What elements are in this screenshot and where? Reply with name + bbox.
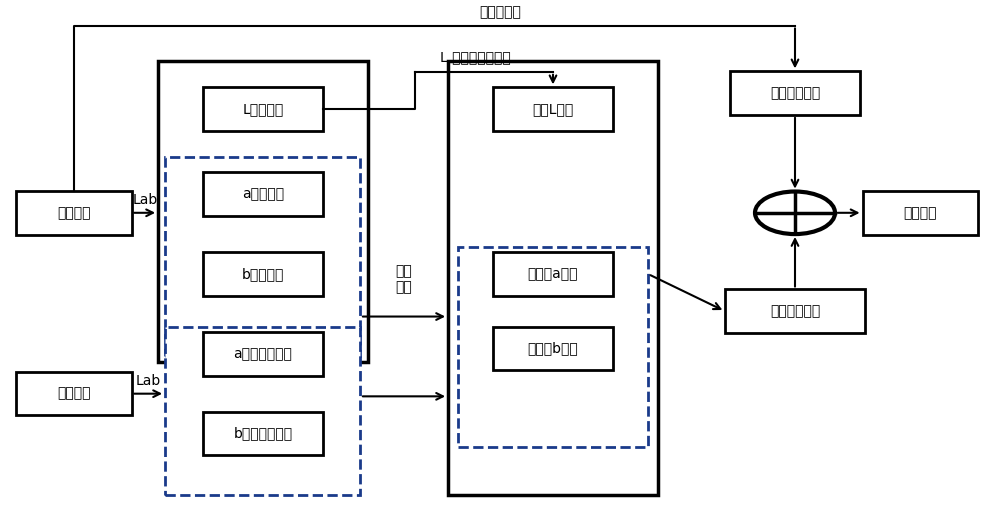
Text: 细节图像输入: 细节图像输入 [770,86,820,100]
FancyBboxPatch shape [203,332,323,376]
FancyBboxPatch shape [493,87,613,131]
Text: 归一化b通道: 归一化b通道 [528,342,578,355]
FancyBboxPatch shape [165,327,360,495]
Text: b通道输入: b通道输入 [242,267,284,281]
FancyBboxPatch shape [16,372,132,415]
FancyBboxPatch shape [203,87,323,131]
Text: 颜色转移图像: 颜色转移图像 [770,304,820,318]
Text: Lab: Lab [132,194,157,207]
Text: L 通道的线性拉伸: L 通道的线性拉伸 [440,50,511,64]
FancyBboxPatch shape [493,252,613,296]
FancyBboxPatch shape [203,172,323,216]
Text: L通道输入: L通道输入 [242,102,284,116]
FancyBboxPatch shape [725,289,865,333]
Text: 拉伸L通道: 拉伸L通道 [532,102,574,116]
Text: b通道参考图像: b通道参考图像 [233,427,293,440]
Text: a通道输入: a通道输入 [242,187,284,201]
FancyBboxPatch shape [203,252,323,296]
Text: 输出图像: 输出图像 [903,206,937,220]
Text: Lab: Lab [136,375,161,388]
FancyBboxPatch shape [165,157,360,356]
FancyBboxPatch shape [458,247,648,447]
Text: 输入图像: 输入图像 [57,206,91,220]
FancyBboxPatch shape [448,61,658,495]
Text: 归一化a通道: 归一化a通道 [528,267,578,281]
Text: 提取细节层: 提取细节层 [479,5,521,19]
Text: a通道参考图像: a通道参考图像 [234,347,292,361]
Text: 原始图像: 原始图像 [57,387,91,401]
FancyBboxPatch shape [16,191,132,235]
FancyBboxPatch shape [158,61,368,362]
Text: 缩放
移动: 缩放 移动 [396,264,412,294]
FancyBboxPatch shape [203,412,323,455]
FancyBboxPatch shape [730,71,860,115]
FancyBboxPatch shape [493,327,613,370]
FancyBboxPatch shape [862,191,978,235]
